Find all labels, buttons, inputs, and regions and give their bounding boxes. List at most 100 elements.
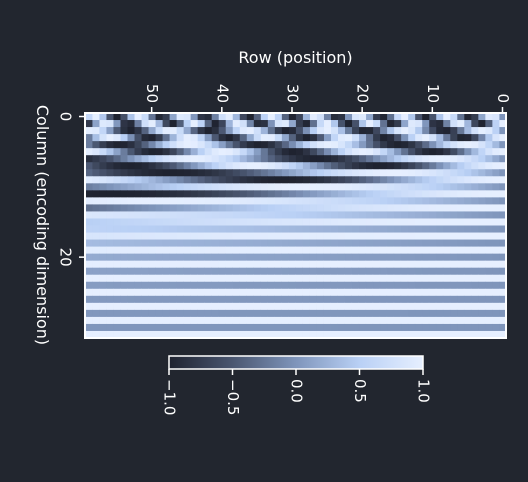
heatmap-cell <box>351 239 360 247</box>
heatmap-cell <box>372 316 381 325</box>
heatmap-cell <box>407 281 416 290</box>
heatmap-cell <box>386 239 395 247</box>
heatmap-cell <box>379 134 388 142</box>
heatmap-cell <box>134 218 142 226</box>
heatmap-cell <box>435 197 444 205</box>
heatmap-cell <box>386 246 395 255</box>
heatmap-cell <box>106 246 114 255</box>
heatmap-cell <box>316 246 324 255</box>
heatmap-cell <box>246 232 254 240</box>
heatmap-cell <box>414 169 423 177</box>
heatmap-cell <box>148 309 156 318</box>
heatmap-cell <box>253 253 261 262</box>
heatmap-cell <box>337 162 346 170</box>
heatmap-cell <box>288 183 296 191</box>
heatmap-cell <box>309 330 317 339</box>
heatmap-cell <box>155 134 163 142</box>
heatmap-cell <box>365 120 374 128</box>
x-tick-label: 30 <box>283 84 301 103</box>
heatmap-cell <box>498 295 507 304</box>
heatmap-cell <box>190 225 198 233</box>
heatmap-cell <box>113 260 121 269</box>
heatmap-cell <box>316 267 324 276</box>
heatmap-cell <box>337 127 346 135</box>
heatmap-cell <box>106 232 114 240</box>
heatmap-cell <box>414 260 423 269</box>
plot-frame <box>84 112 507 339</box>
heatmap-cell <box>169 253 177 262</box>
heatmap-cell <box>253 169 261 177</box>
heatmap-cell <box>498 253 507 262</box>
heatmap-cell <box>442 239 451 247</box>
heatmap-cell <box>400 309 409 318</box>
heatmap-cell <box>162 218 170 226</box>
heatmap-cell <box>288 309 296 318</box>
heatmap-cell <box>218 127 226 135</box>
heatmap-cell <box>141 113 149 121</box>
heatmap-cell <box>225 302 233 311</box>
heatmap-cell <box>456 288 465 297</box>
heatmap-cell <box>421 141 430 149</box>
heatmap-cell <box>176 120 184 128</box>
heatmap-cell <box>365 309 374 318</box>
heatmap-cell <box>295 169 303 177</box>
heatmap-cell <box>337 197 346 205</box>
heatmap-cell <box>134 253 142 262</box>
heatmap-cell <box>176 288 184 297</box>
heatmap-cell <box>260 260 268 269</box>
heatmap-cell <box>183 155 191 163</box>
heatmap-cell <box>211 190 219 198</box>
heatmap-cell <box>337 253 346 262</box>
heatmap-cell <box>386 218 395 226</box>
heatmap-cell <box>225 190 233 198</box>
heatmap-cell <box>281 330 289 339</box>
heatmap-cell <box>106 330 114 339</box>
heatmap-cell <box>456 141 465 149</box>
heatmap-cell <box>253 211 261 219</box>
heatmap-cell <box>456 302 465 311</box>
heatmap-cell <box>176 218 184 226</box>
heatmap-cell <box>127 169 135 177</box>
heatmap-cell <box>99 267 107 276</box>
heatmap-cell <box>162 204 170 212</box>
heatmap-cell <box>176 141 184 149</box>
heatmap-cell <box>281 120 289 128</box>
heatmap-cell <box>288 113 296 121</box>
heatmap-cell <box>141 211 149 219</box>
heatmap-cell <box>428 239 437 247</box>
heatmap-cell <box>204 197 212 205</box>
heatmap-cell <box>99 309 107 318</box>
heatmap-cell <box>281 267 289 276</box>
heatmap-cell <box>169 113 177 121</box>
heatmap-cell <box>204 148 212 156</box>
heatmap-cell <box>295 127 303 135</box>
heatmap-cell <box>134 288 142 297</box>
heatmap-cell <box>491 232 500 240</box>
heatmap-cell <box>141 155 149 163</box>
heatmap-cell <box>134 113 142 121</box>
heatmap-cell <box>330 288 338 297</box>
heatmap-cell <box>218 225 226 233</box>
heatmap-cell <box>197 302 205 311</box>
heatmap-cell <box>113 155 121 163</box>
heatmap-cell <box>197 120 205 128</box>
heatmap-cell <box>372 218 381 226</box>
heatmap-cell <box>477 267 486 276</box>
heatmap-cell <box>239 253 247 262</box>
heatmap-cell <box>239 176 247 184</box>
heatmap-cell <box>470 169 479 177</box>
heatmap-cell <box>414 183 423 191</box>
heatmap-cell <box>400 155 409 163</box>
heatmap-cell <box>232 204 240 212</box>
heatmap-cell <box>456 323 465 332</box>
heatmap-cell <box>176 323 184 332</box>
heatmap-cell <box>386 295 395 304</box>
heatmap-cell <box>85 211 93 219</box>
heatmap-cell <box>491 197 500 205</box>
heatmap-cell <box>211 316 219 325</box>
heatmap-cell <box>428 169 437 177</box>
heatmap-cell <box>400 225 409 233</box>
heatmap-cell <box>393 162 402 170</box>
heatmap-cell <box>372 204 381 212</box>
heatmap-cell <box>295 225 303 233</box>
